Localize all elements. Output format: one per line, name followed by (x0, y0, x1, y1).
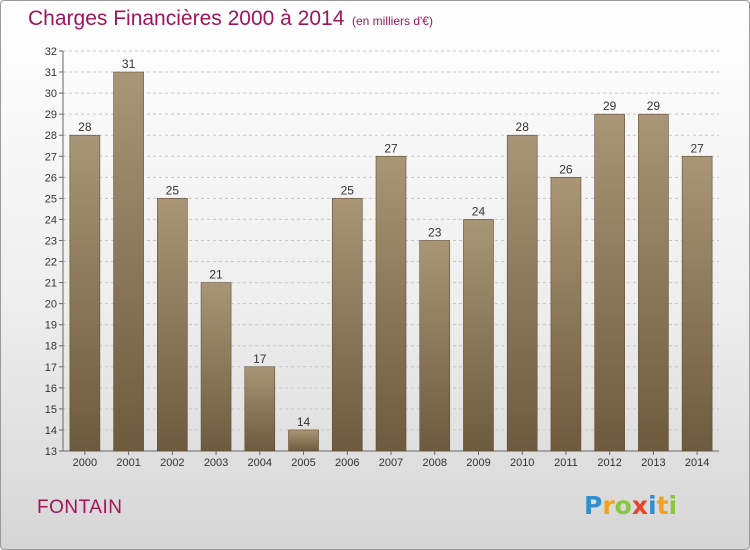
labels: 13 14 15 16 17 18 19 20 21 22 23 24 25 26 27 28 29 30 31 32… (45, 46, 710, 469)
proxiti-logo[interactable]: Proxiti (584, 491, 677, 520)
x-tick-label: 2013 (641, 457, 665, 469)
bar (681, 155, 713, 452)
y-tick-label: 27 (45, 151, 57, 163)
y-tick-label: 18 (45, 341, 57, 353)
data-label: 27 (384, 141, 398, 155)
x-tick-label: 2002 (160, 457, 184, 469)
bar (113, 71, 144, 452)
bar (157, 198, 188, 452)
y-tick-label: 20 (45, 299, 57, 311)
bar (331, 198, 363, 452)
data-label: 28 (78, 120, 92, 134)
y-tick-label: 29 (45, 109, 57, 121)
y-tick-label: 16 (45, 383, 57, 395)
data-label: 26 (559, 162, 573, 176)
x-tick-label: 2014 (685, 457, 709, 469)
y-tick-label: 21 (45, 278, 57, 290)
bar (244, 366, 276, 452)
data-label: 14 (297, 415, 311, 429)
bar (506, 134, 538, 452)
bar (69, 134, 101, 452)
y-tick-label: 32 (45, 46, 57, 58)
logo-letter: i (648, 491, 657, 520)
bar (463, 219, 494, 452)
chart-subtitle: (en milliers d'€) (352, 14, 433, 28)
bars (69, 71, 713, 452)
y-tick-label: 13 (45, 446, 57, 458)
data-label: 24 (472, 204, 486, 218)
x-tick-label: 2012 (597, 457, 621, 469)
y-tick-label: 17 (45, 362, 57, 374)
bar (419, 240, 451, 452)
y-tick-label: 23 (45, 235, 57, 247)
bar (200, 282, 232, 452)
x-tick-label: 2000 (73, 457, 97, 469)
y-tick-label: 19 (45, 320, 57, 332)
x-tick-label: 2006 (335, 457, 359, 469)
y-tick-label: 26 (45, 172, 57, 184)
data-label: 17 (253, 352, 267, 366)
bar (594, 113, 625, 452)
logo-letter: o (614, 491, 632, 520)
y-tick-label: 14 (45, 425, 57, 437)
data-label: 23 (428, 225, 442, 239)
data-label: 25 (341, 183, 355, 197)
x-tick-label: 2008 (422, 457, 446, 469)
bar (638, 113, 669, 452)
bar (288, 429, 319, 452)
commune-name: FONTAIN (37, 497, 123, 518)
x-tick-label: 2001 (116, 457, 140, 469)
chart-title: Charges Financières 2000 à 2014 (28, 7, 345, 30)
logo-letter: i (668, 491, 678, 520)
x-tick-label: 2005 (291, 457, 315, 469)
y-tick-label: 22 (45, 257, 57, 269)
y-tick-label: 15 (45, 404, 57, 416)
x-tick-label: 2011 (554, 457, 578, 469)
bar (375, 155, 407, 452)
x-tick-label: 2009 (466, 457, 490, 469)
y-tick-label: 31 (45, 67, 57, 79)
data-label: 29 (603, 99, 617, 113)
bar (550, 177, 582, 452)
y-tick-label: 24 (45, 214, 57, 226)
logo-letter: P (584, 491, 603, 520)
y-tick-label: 25 (45, 193, 57, 205)
logo-letter: x (631, 491, 648, 520)
x-tick-label: 2004 (248, 457, 272, 469)
data-label: 27 (690, 141, 704, 155)
x-tick-label: 2010 (510, 457, 534, 469)
logo-letter: r (602, 491, 615, 520)
x-tick-label: 2007 (379, 457, 403, 469)
y-tick-label: 28 (45, 130, 57, 142)
data-label: 21 (209, 268, 223, 282)
data-label: 29 (647, 99, 661, 113)
logo-letter: t (656, 491, 669, 520)
data-label: 25 (166, 183, 180, 197)
x-tick-label: 2003 (204, 457, 228, 469)
y-tick-label: 30 (45, 88, 57, 100)
data-label: 28 (516, 120, 530, 134)
data-label: 31 (122, 57, 136, 71)
